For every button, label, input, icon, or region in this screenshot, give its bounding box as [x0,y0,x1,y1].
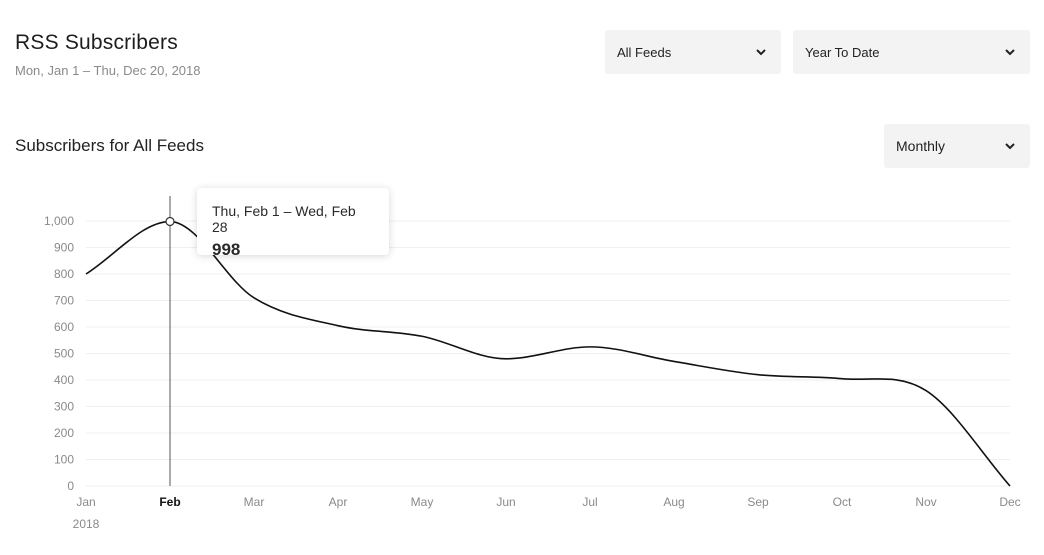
interval-select-label: Monthly [896,138,946,154]
x-tick-label: Apr [329,495,348,509]
y-tick-label: 900 [54,241,74,255]
y-tick-label: 400 [54,373,74,387]
x-tick-label: Dec [999,495,1020,509]
x-tick-label: Jun [496,495,515,509]
y-tick-label: 600 [54,320,74,334]
chart-section-title: Subscribers for All Feeds [15,136,204,155]
feed-select-label: All Feeds [617,44,672,60]
feed-select[interactable]: All Feeds [605,30,781,74]
x-tick-label: Oct [833,495,852,509]
tooltip-value: 998 [212,240,241,259]
data-point-highlighted [165,216,175,227]
date-period-select-label: Year To Date [805,44,880,60]
chart-tooltip: Thu, Feb 1 – Wed, Feb 28 998 [197,188,389,259]
x-tick-label: Nov [915,495,936,509]
interval-select[interactable]: Monthly [884,124,1030,168]
y-tick-label: 200 [54,426,74,440]
x-tick-label: Sep [747,495,769,509]
y-tick-label: 700 [54,294,74,308]
x-tick-label: Aug [663,495,684,509]
x-year-label: 2018 [73,517,100,531]
y-tick-label: 300 [54,400,74,414]
chevron-down-icon [1004,140,1016,152]
y-tick-label: 100 [54,453,74,467]
y-tick-label: 500 [54,347,74,361]
tooltip-date-range: Thu, Feb 1 – Wed, Feb 28 [212,203,356,235]
date-range-subtitle: Mon, Jan 1 – Thu, Dec 20, 2018 [15,63,201,78]
series-line [85,220,1011,487]
x-tick-label: Feb [159,495,180,509]
page-title: RSS Subscribers [15,31,178,54]
chevron-down-icon [1004,46,1016,58]
chevron-down-icon [755,46,767,58]
date-period-select[interactable]: Year To Date [793,30,1030,74]
x-tick-label: May [411,495,434,509]
x-tick-label: Jan [76,495,95,509]
subscribers-line-chart[interactable]: 0 100 200 300 400 500 600 700 800 900 1,000 Jan Feb M… [0,180,1044,540]
y-tick-label: 0 [67,479,74,493]
x-tick-label: Mar [244,495,265,509]
y-tick-label: 1,000 [44,214,74,228]
y-tick-label: 800 [54,267,74,281]
x-tick-label: Jul [582,495,597,509]
